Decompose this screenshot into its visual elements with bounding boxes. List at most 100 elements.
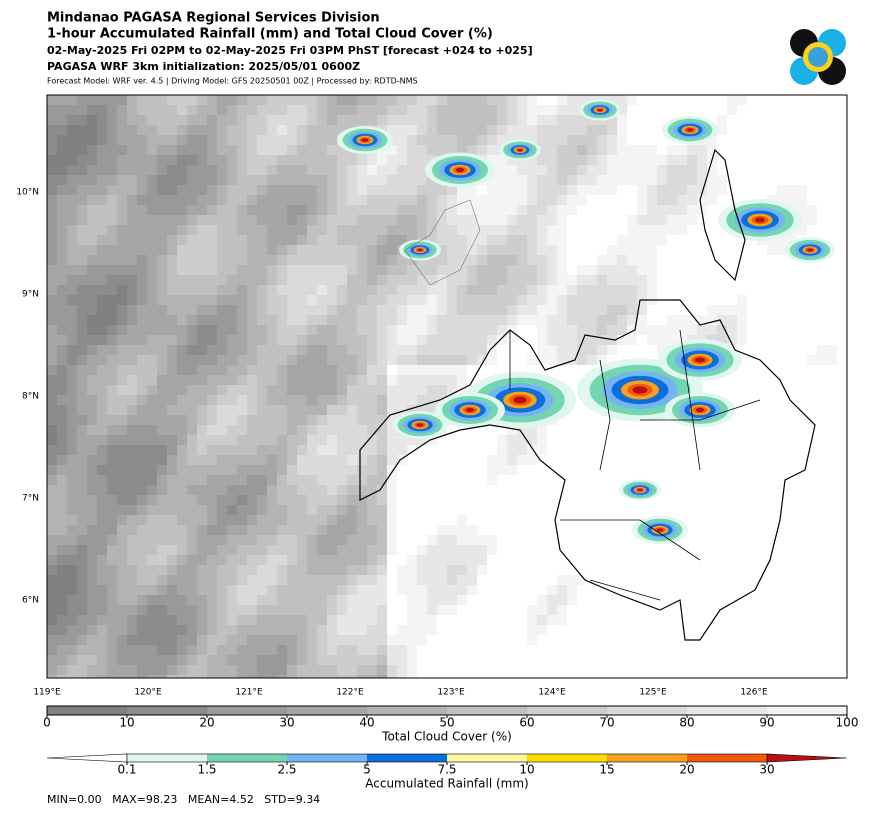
cloud-cell	[437, 105, 447, 115]
cloud-cell	[307, 415, 317, 425]
cloud-cell	[287, 155, 297, 165]
cloud-cell	[67, 175, 77, 185]
cloud-cell	[147, 305, 157, 315]
cloud-cell	[287, 315, 297, 325]
cloud-cell	[427, 145, 437, 155]
cloud-cell	[347, 415, 357, 425]
cloud-cell	[297, 265, 307, 275]
cloud-cell	[287, 485, 297, 495]
cloud-cell	[177, 365, 187, 375]
cloud-cell	[317, 115, 327, 125]
cloud-cell	[357, 215, 367, 225]
cloud-cell	[97, 375, 107, 385]
cloud-cell	[387, 395, 397, 405]
cloud-cell	[577, 115, 587, 125]
cloud-cell	[147, 425, 157, 435]
cloud-cell	[307, 445, 317, 455]
cloud-cell	[107, 365, 117, 375]
cloud-cell	[347, 335, 357, 345]
cloud-cell	[407, 385, 417, 395]
cloud-cell	[147, 465, 157, 475]
cloud-cell	[297, 425, 307, 435]
cloud-cell	[347, 305, 357, 315]
cloud-cell	[207, 585, 217, 595]
cloud-cell	[137, 355, 147, 365]
cloud-cell	[657, 225, 667, 235]
cloud-cell	[227, 115, 237, 125]
cloud-cell	[47, 425, 57, 435]
cloud-cell	[197, 265, 207, 275]
cloud-cell	[77, 475, 87, 485]
cloud-cell	[117, 445, 127, 455]
cloud-cell	[417, 115, 427, 125]
cloud-cell	[97, 215, 107, 225]
cloud-cell	[47, 165, 57, 175]
cloud-cell	[97, 605, 107, 615]
cloud-cell	[447, 115, 457, 125]
cloud-cell	[137, 515, 147, 525]
cloud-cell	[367, 205, 377, 215]
cloud-cell	[407, 395, 417, 405]
cloud-cell	[387, 145, 397, 155]
cloud-cell	[217, 555, 227, 565]
cloud-cell	[67, 505, 77, 515]
cloud-cell	[387, 115, 397, 125]
cloud-cell	[117, 495, 127, 505]
cloud-cell	[117, 235, 127, 245]
cloud-cell	[107, 455, 117, 465]
cloud-cell	[307, 115, 317, 125]
cloud-cell	[307, 345, 317, 355]
cloud-cell	[47, 115, 57, 125]
cloud-cell	[347, 245, 357, 255]
cloud-cell	[367, 425, 377, 435]
cloud-cell	[277, 445, 287, 455]
cloud-cell	[497, 315, 507, 325]
colorbar-segment	[287, 754, 367, 762]
cloud-cell	[367, 175, 377, 185]
cloud-cell	[137, 255, 147, 265]
cloud-cell	[377, 215, 387, 225]
cloud-cell	[227, 175, 237, 185]
cloud-cell	[177, 115, 187, 125]
cloud-cell	[377, 245, 387, 255]
cloud-cell	[257, 285, 267, 295]
cloud-cell	[397, 405, 407, 415]
cloud-cell	[407, 675, 417, 678]
cloud-cell	[277, 585, 287, 595]
cloud-cell	[537, 315, 547, 325]
cloud-cell	[737, 315, 747, 325]
cloud-cell	[197, 535, 207, 545]
cloud-cell	[617, 145, 627, 155]
cloud-cell	[217, 625, 227, 635]
cloud-cell	[657, 215, 667, 225]
colorbar-tick-label: 0	[43, 716, 51, 730]
cloud-cell	[167, 325, 177, 335]
cloud-cell	[227, 345, 237, 355]
cloud-cell	[277, 205, 287, 215]
cloud-cell	[67, 545, 77, 555]
cloud-cell	[287, 305, 297, 315]
cloud-cell	[287, 165, 297, 175]
cloud-cell	[157, 445, 167, 455]
cloud-cell	[467, 575, 477, 585]
cloud-cell	[87, 675, 97, 678]
cloud-cell	[257, 535, 267, 545]
cloud-cell	[547, 325, 557, 335]
cloud-cell	[107, 595, 117, 605]
cloud-cell	[287, 365, 297, 375]
cloud-cell	[487, 135, 497, 145]
cloud-cell	[497, 95, 507, 105]
cloud-cell	[727, 95, 737, 105]
cloud-cell	[477, 345, 487, 355]
cloud-cell	[187, 595, 197, 605]
cloud-cell	[387, 305, 397, 315]
cloud-cell	[367, 155, 377, 165]
cloud-cell	[677, 155, 687, 165]
cloud-cell	[557, 575, 567, 585]
cloud-cell	[467, 245, 477, 255]
rain-area	[806, 248, 814, 252]
cloud-cell	[167, 195, 177, 205]
colorbar-segment	[47, 706, 127, 715]
cloud-cell	[257, 505, 267, 515]
cloud-cell	[507, 135, 517, 145]
